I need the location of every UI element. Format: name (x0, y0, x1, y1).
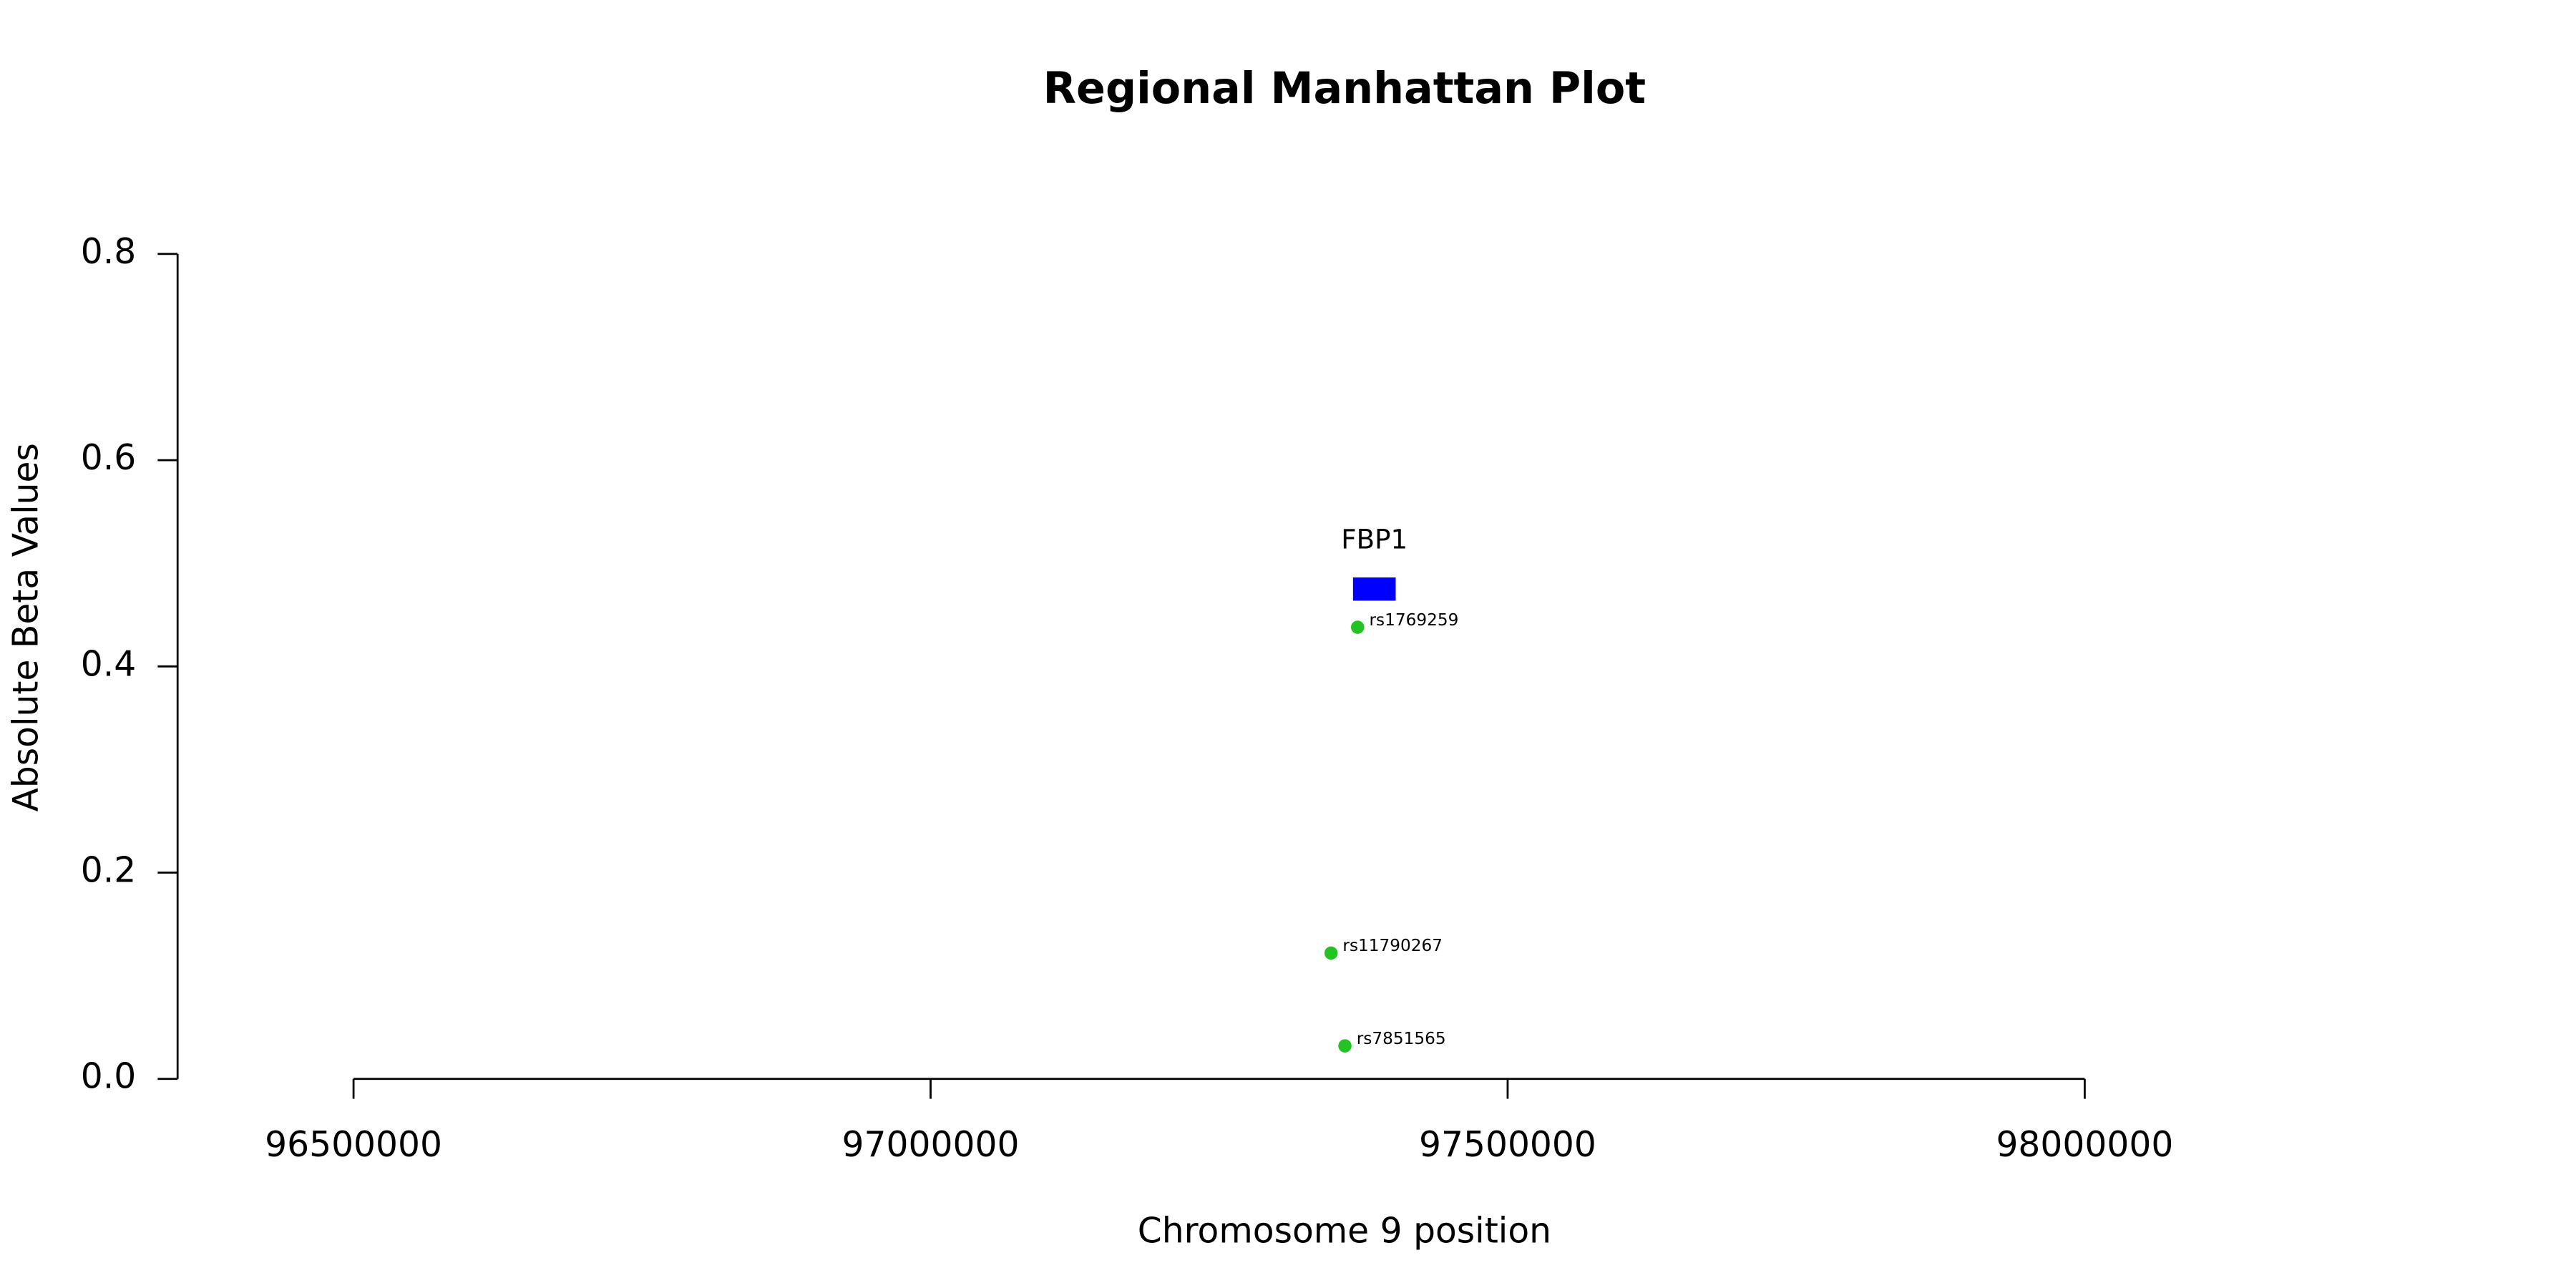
snp-label: rs1769259 (1370, 610, 1459, 630)
gene-label: FBP1 (1341, 524, 1407, 555)
y-tick-label: 0.2 (81, 851, 136, 891)
x-tick-label: 98000000 (1996, 1125, 2173, 1165)
snp-point (1338, 1039, 1352, 1053)
snp-label: rs7851565 (1357, 1029, 1446, 1048)
y-tick-label: 0.6 (81, 438, 136, 478)
x-tick-label: 97500000 (1419, 1125, 1596, 1165)
gene-box (1352, 577, 1396, 601)
y-tick-label: 0.4 (81, 644, 136, 684)
snp-label: rs11790267 (1342, 936, 1443, 955)
chart-title: Regional Manhattan Plot (1043, 64, 1646, 114)
x-axis-label: Chromosome 9 position (1138, 1211, 1551, 1251)
snp-point (1351, 620, 1365, 634)
x-tick-label: 96500000 (265, 1125, 442, 1165)
y-tick-label: 0.0 (81, 1057, 136, 1097)
x-tick-label: 97000000 (842, 1125, 1020, 1165)
snp-point (1324, 946, 1338, 960)
y-tick-label: 0.8 (81, 232, 136, 272)
y-axis-label: Absolute Beta Values (6, 443, 46, 811)
